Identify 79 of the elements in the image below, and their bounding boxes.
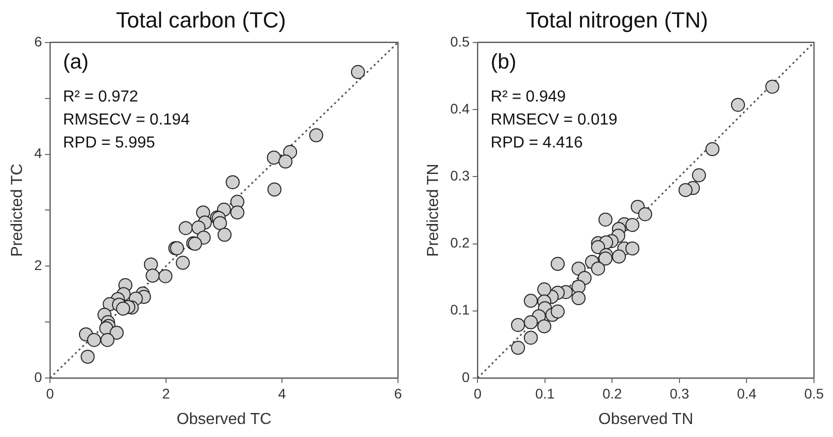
point (550, 256, 565, 271)
point (550, 304, 565, 319)
point (350, 65, 365, 80)
point (572, 280, 586, 294)
y-tick-label: 0 (34, 368, 42, 385)
point (178, 221, 193, 236)
point (612, 250, 626, 264)
annotation: R² = 0.949 (490, 88, 566, 106)
point (765, 80, 780, 94)
x-tick-label: 0 (474, 385, 482, 402)
point (692, 168, 706, 182)
point (158, 269, 172, 284)
point (705, 142, 720, 156)
point (730, 98, 745, 112)
x-axis-title: Observed TC (176, 410, 272, 428)
point (625, 241, 640, 256)
point (146, 268, 160, 283)
y-tick-label: 0.3 (450, 168, 470, 184)
annotation: R² = 0.972 (62, 88, 138, 106)
point (572, 291, 586, 306)
x-tick-label: 0.4 (737, 385, 757, 402)
point (537, 282, 552, 296)
point (511, 318, 526, 332)
point (230, 205, 244, 220)
x-tick-label: 0.2 (602, 385, 622, 402)
point (267, 182, 282, 197)
point (537, 319, 552, 334)
y-tick-label: 0.1 (450, 302, 470, 318)
x-tick-label: 0.1 (535, 385, 555, 402)
point (212, 216, 227, 230)
point (80, 350, 95, 364)
point (678, 183, 693, 198)
point (638, 207, 652, 222)
y-tick-label: 6 (34, 33, 42, 50)
annotation: RPD = 4.416 (490, 134, 583, 152)
point (100, 332, 114, 347)
y-tick-label: 0.4 (450, 100, 470, 116)
x-tick-label: 0 (46, 385, 54, 402)
y-axis-title: Predicted TC (9, 164, 26, 257)
point (278, 154, 292, 169)
point (524, 330, 538, 345)
x-tick-label: 6 (394, 385, 402, 402)
annotation: RPD = 5.995 (62, 134, 156, 152)
point (511, 340, 526, 355)
point (266, 150, 281, 165)
point (144, 257, 158, 272)
point (524, 294, 538, 308)
y-tick-label: 0.5 (450, 33, 470, 50)
chart-title: Total carbon (TC) (116, 7, 286, 32)
annotation: (b) (490, 50, 516, 74)
y-tick-label: 2 (34, 256, 42, 273)
point (625, 218, 640, 232)
chart-title: Total nitrogen (TN) (526, 7, 708, 32)
point (309, 128, 324, 142)
point (218, 228, 232, 242)
point (110, 326, 124, 340)
x-tick-label: 0.5 (804, 385, 824, 402)
point (116, 302, 130, 316)
y-tick-label: 0 (462, 368, 470, 385)
point (591, 240, 606, 254)
point (524, 315, 538, 330)
annotation: RMSECV = 0.019 (490, 111, 618, 128)
point (572, 262, 586, 276)
x-tick-label: 2 (162, 385, 170, 402)
x-tick-label: 0.3 (670, 385, 690, 402)
point (191, 220, 206, 235)
annotation: RMSECV = 0.194 (62, 111, 190, 128)
point (176, 256, 190, 270)
point (598, 252, 612, 266)
y-tick-label: 0.2 (450, 234, 470, 251)
x-tick-label: 4 (278, 385, 286, 402)
point (598, 212, 612, 227)
point (87, 332, 102, 347)
y-tick-label: 4 (34, 145, 42, 162)
point (591, 262, 606, 276)
annotation: (a) (62, 50, 89, 74)
x-axis-title: Observed TN (598, 410, 694, 428)
y-axis-title: Predicted TN (425, 164, 442, 257)
point (226, 175, 240, 190)
